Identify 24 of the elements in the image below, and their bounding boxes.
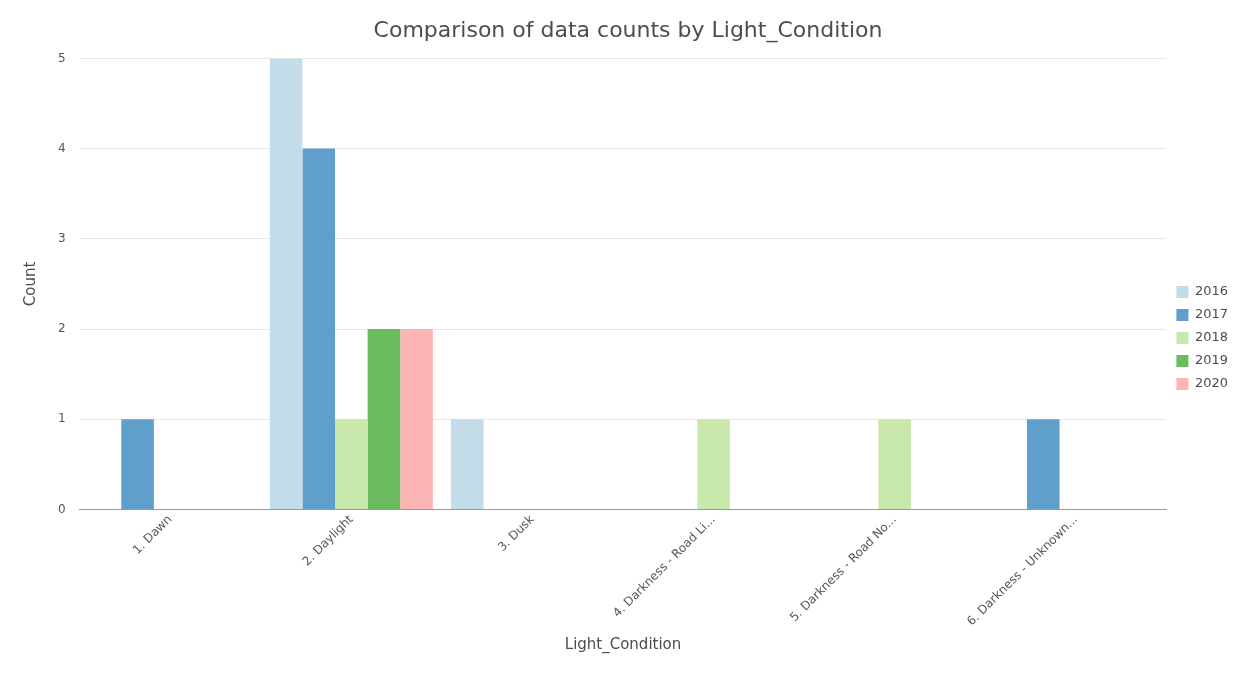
y-tick-label: 2 [57,321,66,336]
bar [1026,419,1060,510]
bar [697,419,730,510]
y-tick-label: 4 [57,140,66,155]
y-tick-label: 0 [57,501,66,516]
legend-label: 2018 [1194,329,1229,345]
bar [269,58,303,510]
bar [302,148,336,510]
legend-label: 2019 [1194,352,1229,368]
y-tick-label: 3 [57,230,66,245]
y-axis-title: Count [20,261,39,307]
chart-title: Comparison of data counts by Light_Condition [373,16,883,43]
bar [335,419,368,510]
y-tick-label: 5 [57,50,66,65]
y-tick-label: 1 [57,411,66,426]
bar [121,419,154,510]
x-axis-title: Light_Condition [564,634,682,654]
bar [400,329,433,510]
legend-label: 2016 [1194,283,1229,299]
legend-label: 2020 [1194,375,1229,391]
legend-label: 2017 [1194,306,1229,322]
bar [367,329,401,510]
bar [878,419,912,510]
bar [450,419,484,510]
